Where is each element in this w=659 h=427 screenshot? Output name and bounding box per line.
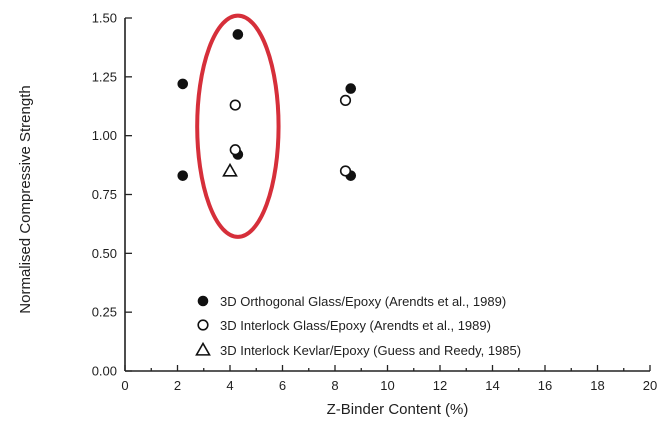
- data-point-3-1: [222, 162, 238, 177]
- x-tick-label: 10: [380, 378, 394, 393]
- y-tick-label: 0.75: [92, 187, 117, 202]
- data-point-1-3: [232, 29, 244, 40]
- data-point-2-2: [229, 144, 241, 156]
- y-tick-label: 0.00: [92, 364, 117, 379]
- x-tick-label: 16: [538, 378, 552, 393]
- y-tick-label: 1.50: [92, 11, 117, 26]
- data-point-1-5: [345, 83, 357, 94]
- x-tick-label: 20: [643, 378, 657, 393]
- data-point-2-4: [339, 165, 352, 177]
- data-point-1-1: [177, 78, 189, 90]
- x-tick-label: 12: [433, 378, 447, 393]
- legend: 3D Orthogonal Glass/Epoxy (Arendts et al…: [195, 294, 521, 358]
- series-2: [229, 94, 352, 177]
- data-point-1-2: [177, 170, 189, 181]
- data-point-legend-3: [195, 341, 211, 356]
- axes-group: 0.00 0.25 0.50 0.75 1.00 1.25 1.50 0 2 4 6 8 10 12 14 1…: [17, 11, 657, 419]
- x-tick-label: 18: [590, 378, 604, 393]
- series-3: [222, 162, 238, 177]
- legend-entry-orthogonal-glass-epoxy: 3D Orthogonal Glass/Epoxy (Arendts et al…: [220, 294, 506, 309]
- data-point-2-1: [229, 99, 241, 111]
- x-tick-label: 14: [485, 378, 499, 393]
- data-point-legend-2: [197, 319, 209, 331]
- y-tick-label: 0.25: [92, 305, 117, 320]
- y-tick-label: 1.25: [92, 69, 117, 84]
- x-tick-label: 4: [226, 378, 233, 393]
- x-tick-label: 0: [121, 378, 128, 393]
- y-axis-label: Normalised Compressive Strength: [17, 85, 34, 313]
- x-tick-label: 2: [174, 378, 181, 393]
- y-tick-label: 1.00: [92, 128, 117, 143]
- x-tick-label: 8: [331, 378, 338, 393]
- highlight-ellipse: [195, 13, 281, 239]
- legend-entry-interlock-kevlar-epoxy: 3D Interlock Kevlar/Epoxy (Guess and Ree…: [220, 343, 521, 358]
- data-point-2-3: [339, 94, 352, 106]
- x-axis-label: Z-Binder Content (%): [327, 401, 469, 418]
- y-tick-label: 0.50: [92, 246, 117, 261]
- legend-entry-interlock-glass-epoxy: 3D Interlock Glass/Epoxy (Arendts et al.…: [220, 318, 491, 333]
- data-point-legend-1: [197, 295, 209, 307]
- x-tick-label: 6: [279, 378, 286, 393]
